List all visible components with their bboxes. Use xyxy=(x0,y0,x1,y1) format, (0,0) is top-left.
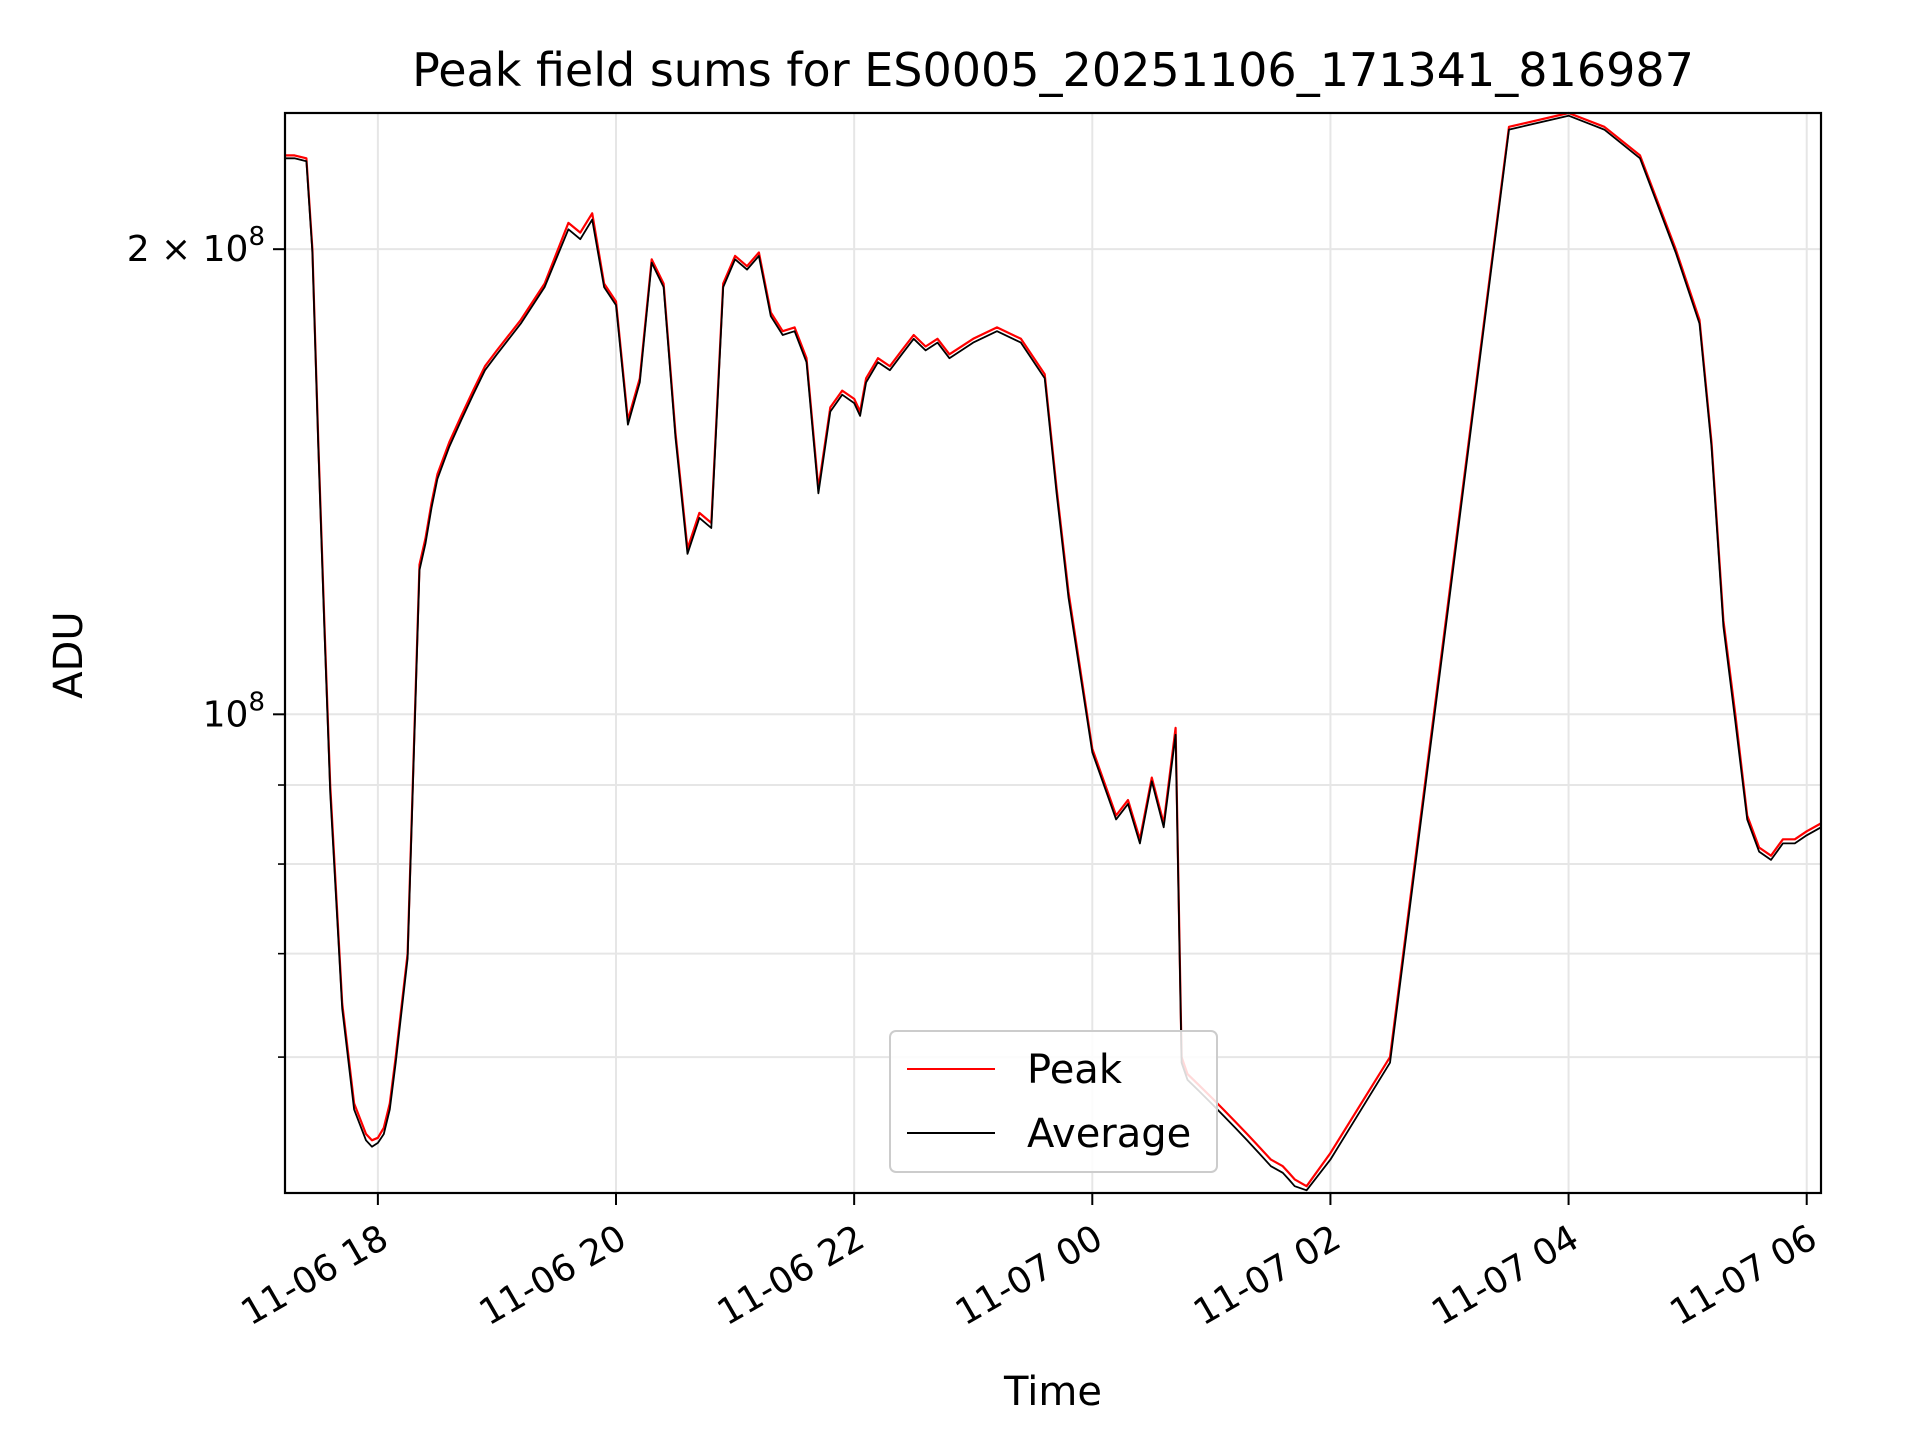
grid xyxy=(285,113,1821,1193)
series-line-average xyxy=(285,114,1822,1192)
series-layer xyxy=(285,111,1822,1192)
y-tick-label-text: 2 × 108 xyxy=(127,222,265,270)
y-tick-label: 108 xyxy=(203,687,265,735)
legend-label-average: Average xyxy=(1027,1111,1191,1157)
legend: Peak Average xyxy=(889,1030,1218,1173)
y-tick-mantissa: 2 × 10 xyxy=(127,229,249,270)
y-axis-label: ADU xyxy=(46,611,92,698)
legend-label-peak: Peak xyxy=(1027,1047,1123,1093)
y-tick-exponent: 8 xyxy=(248,687,265,717)
y-tick-label-text: 108 xyxy=(203,687,265,735)
chart-title: Peak field sums for ES0005_20251106_1713… xyxy=(412,43,1694,97)
x-axis-label: Time xyxy=(1003,1369,1102,1415)
y-tick-label: 2 × 108 xyxy=(127,222,265,270)
y-tick-exponent: 8 xyxy=(248,222,265,252)
plot-frame xyxy=(283,111,1823,1195)
legend-box xyxy=(889,1030,1218,1173)
y-tick-mantissa: 10 xyxy=(203,694,249,735)
